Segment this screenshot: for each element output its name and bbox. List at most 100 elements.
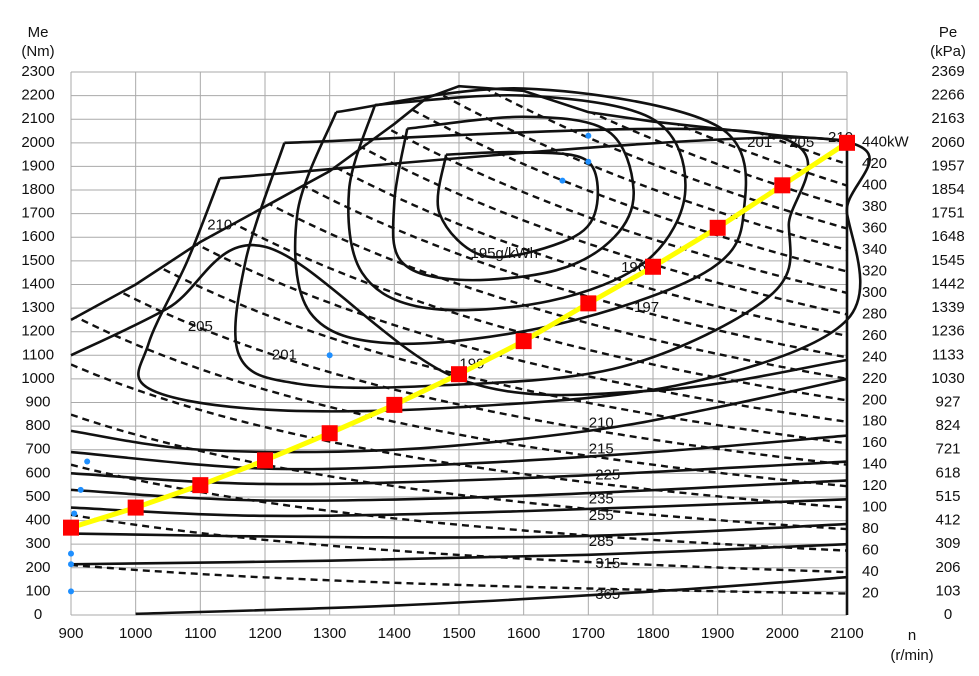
y2-tick-label: 1957 xyxy=(931,157,964,174)
y2-tick-label: 927 xyxy=(935,393,960,410)
operating-point xyxy=(451,366,467,383)
x-tick-label: 1700 xyxy=(572,625,605,642)
y-tick-label: 500 xyxy=(25,488,50,505)
test-point xyxy=(84,458,91,465)
y-axis-unit: (Nm) xyxy=(21,43,54,60)
power-tick-label: 200 xyxy=(862,391,887,408)
power-tick-label: 60 xyxy=(862,542,879,559)
bsfc-contour xyxy=(70,542,848,566)
y-tick-label: 1000 xyxy=(21,370,54,387)
y-tick-label: 2300 xyxy=(21,63,54,80)
test-point xyxy=(68,550,74,557)
bsfc-contour xyxy=(293,87,748,346)
power-line xyxy=(71,86,847,252)
y2-tick-label: 1442 xyxy=(931,275,964,292)
x-tick-label: 1400 xyxy=(378,625,411,642)
power-tick-label: 160 xyxy=(862,434,887,451)
operating-point xyxy=(386,396,403,413)
y-tick-label: 2100 xyxy=(21,110,54,127)
power-tick-label: 400 xyxy=(862,177,887,194)
x-tick-label: 1800 xyxy=(636,625,669,642)
y2-tick-label: 1236 xyxy=(931,323,964,340)
x-axis-unit: (r/min) xyxy=(890,647,933,664)
contour-label: 205 xyxy=(188,318,213,335)
power-tick-label: 260 xyxy=(862,327,887,344)
y2-tick-label: 2369 xyxy=(931,63,964,80)
y2-tick-label: 0 xyxy=(944,606,952,623)
y-tick-label: 2200 xyxy=(21,87,54,104)
y-tick-label: 2000 xyxy=(21,134,54,151)
power-line xyxy=(71,263,847,466)
bsfc-contour xyxy=(135,575,848,616)
power-tick-label: 220 xyxy=(862,370,887,387)
power-tick-label: 100 xyxy=(862,499,887,516)
contour-label: 197 xyxy=(634,299,659,316)
operating-point xyxy=(63,519,79,536)
power-line xyxy=(71,563,847,595)
contour-label: 235 xyxy=(589,490,614,507)
power-tick-label: 20 xyxy=(862,584,879,601)
power-tick-label: 280 xyxy=(862,305,887,322)
y2-tick-label: 1751 xyxy=(931,205,964,222)
power-line xyxy=(71,86,847,316)
x-tick-label: 900 xyxy=(58,625,83,642)
contour-label: 315 xyxy=(595,555,620,572)
bsfc-contour xyxy=(70,522,848,539)
bsfc-contour xyxy=(70,498,848,518)
y-tick-label: 1100 xyxy=(22,346,54,363)
y-tick-label: 1200 xyxy=(21,323,54,340)
contour-label: 201 xyxy=(272,346,297,363)
y-tick-label: 400 xyxy=(25,512,50,529)
bsfc-contour xyxy=(70,434,848,471)
y2-axis-title: Pe xyxy=(939,24,957,41)
operating-point xyxy=(127,499,144,516)
power-tick-label: 120 xyxy=(862,477,887,494)
y-tick-label: 100 xyxy=(25,582,50,599)
y2-tick-label: 1854 xyxy=(931,181,964,198)
contour-label: 285 xyxy=(589,533,614,550)
y2-tick-label: 103 xyxy=(935,582,960,599)
y-tick-label: 0 xyxy=(34,606,42,623)
operating-point xyxy=(580,295,597,312)
x-tick-label: 1500 xyxy=(442,625,475,642)
y-tick-label: 800 xyxy=(25,417,50,434)
y2-tick-label: 1030 xyxy=(931,370,964,387)
bsfc-contour xyxy=(347,93,687,312)
test-point xyxy=(77,486,84,493)
y-tick-label: 600 xyxy=(25,464,50,481)
power-tick-label: 80 xyxy=(862,520,879,537)
x-tick-label: 1000 xyxy=(119,625,152,642)
x-tick-label: 1200 xyxy=(248,625,281,642)
y-tick-label: 1800 xyxy=(21,181,54,198)
y2-tick-label: 412 xyxy=(935,512,960,529)
y-tick-label: 1300 xyxy=(21,299,54,316)
y2-tick-label: 1648 xyxy=(931,228,964,245)
test-point xyxy=(585,158,592,165)
y2-tick-label: 309 xyxy=(935,535,960,552)
bsfc-contour xyxy=(70,243,848,397)
y2-tick-label: 1545 xyxy=(931,252,964,269)
y2-tick-label: 1339 xyxy=(931,299,964,316)
bsfc-contour xyxy=(70,460,848,486)
y-tick-label: 1500 xyxy=(21,252,54,269)
y2-tick-label: 721 xyxy=(935,441,960,458)
full-load-curve xyxy=(70,84,849,615)
y-tick-label: 200 xyxy=(25,559,50,576)
x-tick-label: 1600 xyxy=(507,625,540,642)
x-tick-label: 1900 xyxy=(701,625,734,642)
operating-point xyxy=(709,219,726,236)
power-tick-label: 340 xyxy=(862,241,887,258)
contour-label: 365 xyxy=(595,586,620,603)
y2-tick-label: 618 xyxy=(935,464,960,481)
y-tick-label: 900 xyxy=(25,393,50,410)
contour-label: 201 xyxy=(747,134,772,151)
y2-tick-label: 1133 xyxy=(932,346,964,363)
y-axis-title: Me xyxy=(28,24,49,41)
y-tick-label: 1400 xyxy=(21,275,54,292)
y2-axis-unit: (kPa) xyxy=(930,43,966,60)
y-tick-label: 300 xyxy=(25,535,50,552)
power-tick-label: 320 xyxy=(862,262,887,279)
power-line xyxy=(71,86,847,295)
y2-tick-label: 2060 xyxy=(931,134,964,151)
y2-tick-label: 824 xyxy=(935,417,960,434)
